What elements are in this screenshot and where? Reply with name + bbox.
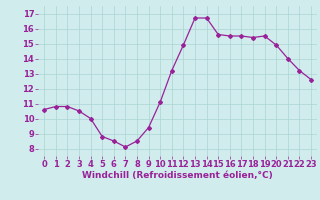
X-axis label: Windchill (Refroidissement éolien,°C): Windchill (Refroidissement éolien,°C) [82,171,273,180]
